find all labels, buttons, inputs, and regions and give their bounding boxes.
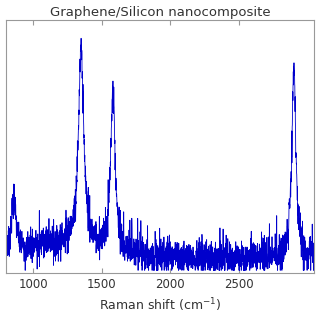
X-axis label: Raman shift (cm$^{-1}$): Raman shift (cm$^{-1}$): [99, 297, 221, 315]
Title: Graphene/Silicon nanocomposite: Graphene/Silicon nanocomposite: [50, 5, 270, 19]
